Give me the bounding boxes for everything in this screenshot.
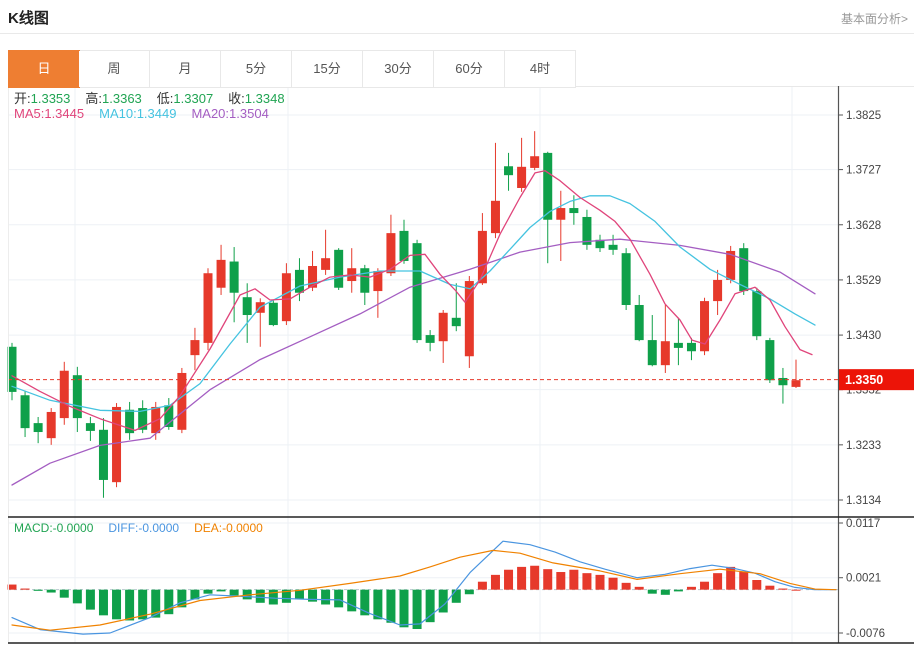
macd-legend-item-1: DIFF:-0.0000 <box>108 521 180 535</box>
price-axis-labels: 1.38251.37271.36281.35291.34301.33321.32… <box>838 110 882 507</box>
grid-layer <box>8 87 838 643</box>
period-tab-strip: 日周月 5分 15分 30分 60分 4时 <box>8 50 576 88</box>
period-tab-2[interactable]: 月 <box>150 51 221 87</box>
ohlc-legend: 开:1.3353 高:1.3363 低:1.3307 收:1.3348 <box>14 88 285 107</box>
diff-line <box>11 540 837 635</box>
ohlc-legend-item-1: 高:1.3363 <box>85 91 142 106</box>
ma10-line <box>11 195 816 413</box>
ma-legend-item-1: MA10:1.3449 <box>99 106 177 121</box>
ma-legend-item-0: MA5:1.3445 <box>14 106 85 121</box>
svg-text:0.0117: 0.0117 <box>846 518 880 530</box>
svg-text:1.3529: 1.3529 <box>846 275 881 287</box>
ohlc-legend-item-3: 收:1.3348 <box>228 91 285 106</box>
ohlc-legend-item-2: 低:1.3307 <box>156 91 214 106</box>
macd-bars-layer <box>7 565 801 630</box>
ma-legend: MA5:1.3445 MA10:1.3449 MA20:1.3504 <box>14 106 269 121</box>
macd-axis-labels: 0.0117 0.0021 -0.0076 <box>838 518 885 640</box>
ma20-line <box>11 238 816 486</box>
svg-text:1.3628: 1.3628 <box>846 220 881 232</box>
svg-text:1.3233: 1.3233 <box>846 440 881 452</box>
axis-layer <box>0 33 914 644</box>
svg-text:1.3134: 1.3134 <box>846 495 882 507</box>
svg-text:1.3727: 1.3727 <box>846 165 881 177</box>
svg-text:1.3350: 1.3350 <box>845 373 883 387</box>
svg-text:1.3430: 1.3430 <box>846 330 881 342</box>
svg-text:0.0021: 0.0021 <box>846 573 881 585</box>
svg-text:-0.0076: -0.0076 <box>846 628 885 640</box>
title-bar: K线图 基本面分析> <box>0 0 914 34</box>
ohlc-legend-item-0: 开:1.3353 <box>14 91 71 106</box>
ma5-line <box>11 170 813 432</box>
fundamental-analysis-link[interactable]: 基本面分析> <box>840 12 908 26</box>
dea-line <box>11 549 837 631</box>
page-title: K线图 <box>8 10 49 27</box>
period-tab-1[interactable]: 周 <box>79 51 150 87</box>
macd-legend-item-0: MACD:-0.0000 <box>14 521 94 535</box>
candles-layer <box>7 131 801 498</box>
macd-legend: MACD:-0.0000 DIFF:-0.0000 DEA:-0.0000 <box>14 521 263 535</box>
period-tab-7[interactable]: 4时 <box>505 51 575 87</box>
period-tab-6[interactable]: 60分 <box>434 51 505 87</box>
price-marker: 1.3350 <box>839 369 914 391</box>
period-tab-4[interactable]: 15分 <box>292 51 363 87</box>
period-tab-0[interactable]: 日 <box>8 50 80 88</box>
period-tab-5[interactable]: 30分 <box>363 51 434 87</box>
period-tab-3[interactable]: 5分 <box>221 51 292 87</box>
svg-text:1.3825: 1.3825 <box>846 110 881 122</box>
ma-legend-item-2: MA20:1.3504 <box>191 106 269 121</box>
macd-legend-item-2: DEA:-0.0000 <box>194 521 263 535</box>
